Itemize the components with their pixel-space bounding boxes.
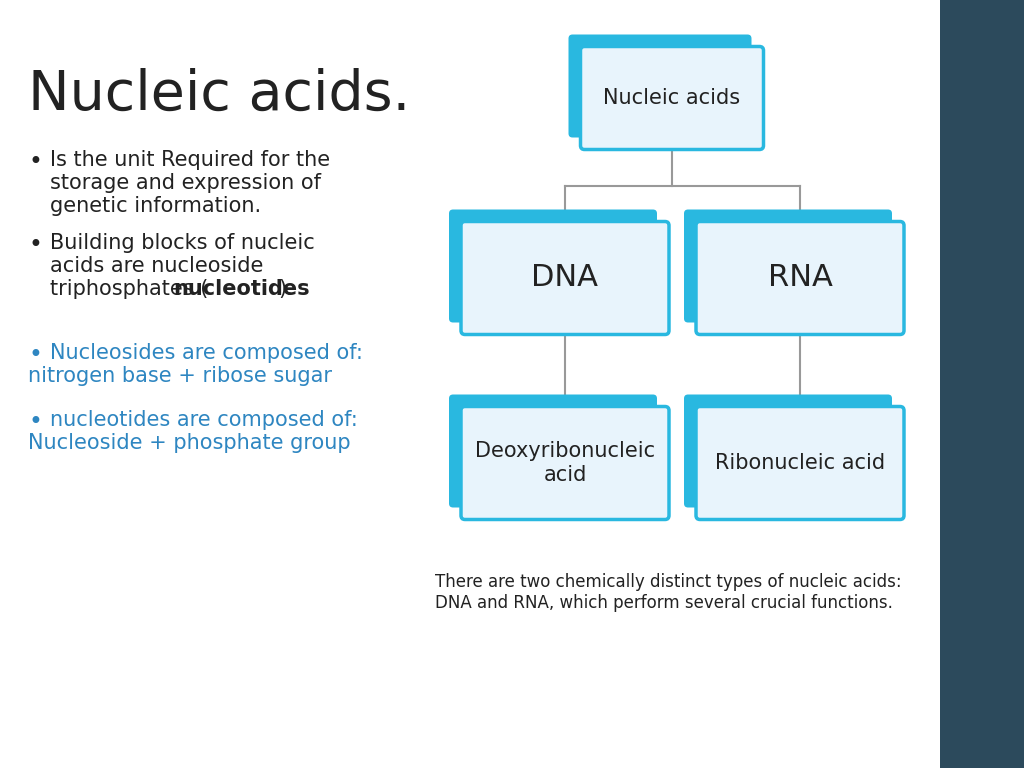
- FancyBboxPatch shape: [684, 395, 892, 508]
- FancyBboxPatch shape: [449, 395, 657, 508]
- FancyBboxPatch shape: [696, 406, 904, 519]
- FancyBboxPatch shape: [449, 210, 657, 323]
- Text: acids are nucleoside: acids are nucleoside: [50, 256, 263, 276]
- Text: •: •: [28, 150, 42, 174]
- Text: DNA: DNA: [531, 263, 598, 293]
- Text: triphosphates (: triphosphates (: [50, 279, 208, 299]
- FancyBboxPatch shape: [568, 35, 752, 137]
- Text: genetic information.: genetic information.: [50, 196, 261, 216]
- Text: RNA: RNA: [768, 263, 833, 293]
- Text: nitrogen base + ribose sugar: nitrogen base + ribose sugar: [28, 366, 332, 386]
- Text: Ribonucleic acid: Ribonucleic acid: [715, 453, 885, 473]
- Text: nucleotides are composed of:: nucleotides are composed of:: [50, 410, 357, 430]
- FancyBboxPatch shape: [461, 406, 669, 519]
- Text: There are two chemically distinct types of nucleic acids:
DNA and RNA, which per: There are two chemically distinct types …: [435, 573, 901, 612]
- FancyBboxPatch shape: [940, 0, 1024, 768]
- Text: •: •: [28, 410, 42, 434]
- FancyBboxPatch shape: [581, 47, 764, 150]
- Text: Nucleic acids.: Nucleic acids.: [28, 68, 411, 122]
- Text: Nucleosides are composed of:: Nucleosides are composed of:: [50, 343, 362, 363]
- Text: •: •: [28, 343, 42, 367]
- Text: storage and expression of: storage and expression of: [50, 173, 321, 193]
- Text: Building blocks of nucleic: Building blocks of nucleic: [50, 233, 314, 253]
- Text: nucleotides: nucleotides: [173, 279, 309, 299]
- Text: Nucleoside + phosphate group: Nucleoside + phosphate group: [28, 433, 350, 453]
- Text: •: •: [28, 233, 42, 257]
- Text: Deoxyribonucleic
acid: Deoxyribonucleic acid: [475, 442, 655, 485]
- FancyBboxPatch shape: [461, 221, 669, 335]
- Text: ).: ).: [278, 279, 293, 299]
- FancyBboxPatch shape: [684, 210, 892, 323]
- FancyBboxPatch shape: [696, 221, 904, 335]
- Text: Is the unit Required for the: Is the unit Required for the: [50, 150, 330, 170]
- Text: Nucleic acids: Nucleic acids: [603, 88, 740, 108]
